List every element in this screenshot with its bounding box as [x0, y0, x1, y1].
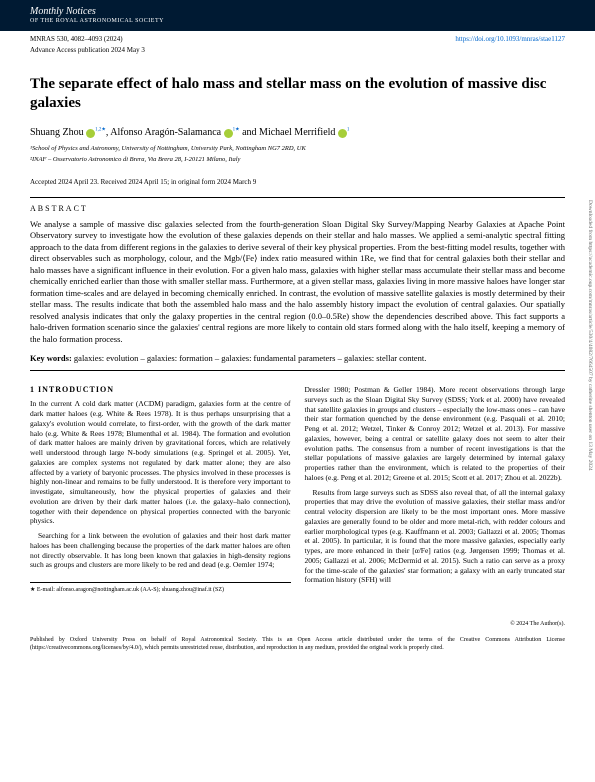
left-column: 1 INTRODUCTION In the current Λ cold dar…	[30, 385, 291, 595]
affiliation-2: ²INAF – Osservatorio Astronomico di Brer…	[30, 156, 565, 164]
journal-name: Monthly Notices	[30, 5, 565, 18]
advance-access: Advance Access publication 2024 May 3	[0, 46, 595, 55]
divider	[30, 197, 565, 198]
author-3: Michael Merrifield	[259, 127, 335, 138]
author-2-affil[interactable]: 1★	[233, 128, 240, 133]
copyright-text: Published by Oxford University Press on …	[0, 637, 595, 663]
download-watermark: Downloaded from https://academic.oup.com…	[586, 200, 593, 471]
accepted-dates: Accepted 2024 April 23. Received 2024 Ap…	[30, 178, 565, 187]
email-footnote: ★ E-mail: alfonso.aragon@nottingham.ac.u…	[30, 582, 291, 595]
intro-p1: In the current Λ cold dark matter (ΛCDM)…	[30, 399, 291, 526]
intro-heading: 1 INTRODUCTION	[30, 385, 291, 395]
author-1-affil[interactable]: 1,2★	[95, 128, 106, 133]
divider	[30, 370, 565, 371]
abstract-text: We analyse a sample of massive disc gala…	[30, 219, 565, 345]
doi-link[interactable]: https://doi.org/10.1093/mnras/stae1127	[455, 35, 565, 44]
affiliation-1: ¹School of Physics and Astronomy, Univer…	[30, 145, 565, 153]
author-1: Shuang Zhou	[30, 127, 84, 138]
keywords-line: Key words: galaxies: evolution – galaxie…	[30, 353, 565, 364]
orcid-icon[interactable]	[338, 129, 347, 138]
orcid-icon[interactable]	[86, 129, 95, 138]
right-column: Dressler 1980; Postman & Geller 1984). M…	[305, 385, 566, 595]
author-3-affil[interactable]: 1	[347, 128, 350, 133]
intro-p2: Searching for a link between the evoluti…	[30, 531, 291, 570]
orcid-icon[interactable]	[224, 129, 233, 138]
abstract-heading: ABSTRACT	[30, 204, 565, 214]
article-title: The separate effect of halo mass and ste…	[30, 75, 565, 113]
authors-line: Shuang Zhou 1,2★, Alfonso Aragón-Salaman…	[30, 126, 565, 139]
keywords-text: galaxies: evolution – galaxies: formatio…	[74, 353, 426, 363]
citation: MNRAS 530, 4082–4093 (2024)	[30, 35, 123, 44]
intro-p4: Results from large surveys such as SDSS …	[305, 488, 566, 586]
copyright-year: © 2024 The Author(s).	[0, 621, 595, 637]
intro-p3: Dressler 1980; Postman & Geller 1984). M…	[305, 385, 566, 483]
author-2: Alfonso Aragón-Salamanca	[110, 127, 221, 138]
keywords-label: Key words:	[30, 353, 72, 363]
journal-header: Monthly Notices OF THE ROYAL ASTRONOMICA…	[0, 0, 595, 31]
journal-subtitle: OF THE ROYAL ASTRONOMICAL SOCIETY	[30, 18, 565, 26]
